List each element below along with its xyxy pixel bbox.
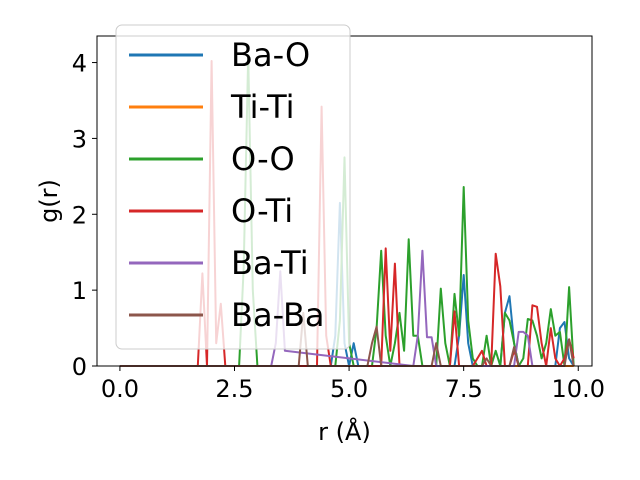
x-tick-label: 5.0 (330, 375, 368, 403)
x-tick-label: 2.5 (215, 375, 253, 403)
y-tick-label: 4 (72, 50, 87, 78)
legend-label: O-O (231, 140, 295, 178)
legend-label: Ba-Ti (231, 244, 309, 282)
legend-label: Ti-Ti (230, 88, 295, 126)
legend-label: Ba-Ba (231, 296, 325, 334)
x-axis: 0.0 2.5 5.0 7.5 10.0 (101, 366, 605, 403)
x-tick-label: 0.0 (101, 375, 139, 403)
y-axis: 0 1 2 3 4 (72, 50, 97, 381)
y-tick-label: 1 (72, 277, 87, 305)
y-tick-label: 0 (72, 353, 87, 381)
x-tick-label: 7.5 (445, 375, 483, 403)
x-tick-label: 10.0 (552, 375, 605, 403)
y-tick-label: 2 (72, 201, 87, 229)
legend-label: Ba-O (231, 36, 310, 74)
legend-label: O-Ti (231, 192, 293, 230)
legend: Ba-O Ti-Ti O-O O-Ti Ba-Ti Ba-Ba (115, 24, 351, 350)
y-tick-label: 3 (72, 125, 87, 153)
y-axis-label: g(r) (35, 179, 63, 223)
x-axis-label: r (Å) (318, 417, 371, 446)
